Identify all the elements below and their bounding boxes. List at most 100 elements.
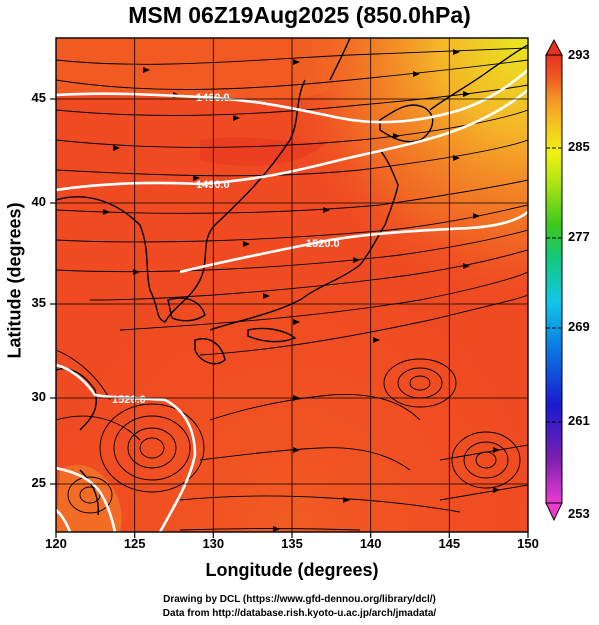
colorbar-tick-label: 285 [568, 139, 590, 154]
streamline-south-3 [179, 495, 461, 513]
y-tick-label: 40 [31, 194, 46, 209]
circulation-taiwan-ring-1 [79, 486, 101, 504]
streamline-mid-5 [89, 249, 528, 301]
y-tick-label: 30 [31, 389, 46, 404]
streamline-mid-1 [56, 139, 528, 177]
streamline-mid-3 [56, 204, 528, 243]
contour-1520-south [56, 363, 197, 532]
coastline-hokkaido [379, 104, 434, 143]
coastline-kurils [429, 44, 528, 111]
streamline-north-4 [56, 109, 528, 148]
arrowhead [463, 263, 470, 269]
height-contours [56, 69, 528, 532]
coastline-honshu [209, 149, 399, 331]
arrowhead [273, 526, 280, 532]
plot-area: 1460.0 1490.0 1520.0 1520.0 [56, 38, 528, 532]
circulation-west-ring-2 [127, 427, 177, 469]
coastline-korea-manchuria [56, 79, 306, 323]
x-tick-label: 130 [202, 536, 225, 551]
arrowhead [143, 67, 150, 73]
y-tick-label: 25 [31, 475, 46, 490]
x-tick-label: 125 [123, 536, 146, 551]
x-tick-label: 140 [359, 536, 382, 551]
colorbar-top-arrow [545, 38, 563, 56]
coastlines [56, 38, 528, 516]
contour-1520-southwest [56, 466, 117, 532]
y-axis-title: Latitude (degrees) [4, 202, 25, 359]
arrowhead [393, 133, 400, 139]
x-tick-label: 150 [517, 536, 539, 551]
streamline-west-1 [56, 349, 111, 401]
arrowhead [293, 319, 300, 325]
arrowhead [373, 337, 380, 343]
circulation-west-ring-1 [139, 437, 165, 459]
circulation-east-ring-1 [409, 375, 431, 391]
coastline-sakhalin [329, 38, 351, 81]
arrowhead [323, 207, 330, 213]
arrowhead [293, 447, 300, 453]
x-axis-title: Longitude (degrees) [205, 560, 379, 580]
colorbar-tick-label: 253 [568, 506, 590, 521]
arrowhead [243, 241, 250, 247]
streamline-mid-7 [199, 294, 528, 356]
arrowhead [453, 49, 460, 55]
contour-label-1460: 1460.0 [196, 92, 230, 104]
y-tick-label: 35 [31, 295, 46, 310]
coastline-taiwan [79, 469, 99, 516]
contour-1460 [56, 69, 528, 124]
credit-drawing: Drawing by DCL (https://www.gfd-dennou.o… [163, 594, 436, 605]
colorbar-body [545, 54, 563, 504]
contour-labels: 1460.0 1490.0 1520.0 1520.0 [112, 92, 340, 406]
streamline-south-2 [199, 447, 411, 471]
circulation-southeast-ring-3 [451, 431, 521, 489]
y-tick-label: 45 [31, 90, 46, 105]
colorbar [545, 38, 563, 522]
streamline-north-3 [56, 84, 528, 116]
arrowhead [103, 209, 110, 215]
x-tick-label: 120 [45, 536, 67, 551]
arrowhead [453, 155, 460, 161]
streamline-north-2 [56, 59, 528, 90]
streamline-arrows [103, 49, 500, 532]
x-tick-label: 145 [438, 536, 461, 551]
contour-label-1520-north: 1520.0 [306, 238, 340, 250]
arrowhead [493, 447, 500, 453]
streamlines [56, 47, 528, 531]
arrowhead [353, 257, 360, 263]
coastline-korea-south [167, 297, 206, 322]
temperature-north-band [56, 38, 330, 103]
arrowhead [413, 71, 420, 77]
colorbar-tick-label: 293 [568, 47, 590, 62]
arrowhead [263, 293, 270, 299]
contour-1520-corner [56, 509, 72, 532]
arrowhead [193, 175, 200, 181]
contour-1520-north [179, 210, 528, 274]
arrowhead [473, 213, 480, 219]
contour-1490 [56, 88, 528, 192]
circulation-west-ring-4 [99, 403, 205, 493]
colorbar-tick-label: 277 [568, 229, 590, 244]
arrowhead [493, 487, 500, 493]
streamline-south-1 [209, 393, 421, 421]
arrowhead [233, 115, 240, 121]
streamline-west-2 [56, 415, 141, 441]
contour-label-1490: 1490.0 [196, 179, 230, 191]
arrowhead [293, 59, 300, 65]
arrowhead [343, 497, 350, 503]
streamline-north-1 [56, 47, 528, 65]
circulation-west-ring-3 [113, 415, 191, 481]
colorbar-bottom-arrow [545, 502, 563, 522]
credit-data: Data from http://database.rish.kyoto-u.a… [162, 608, 437, 619]
circulation-southeast-ring-1 [475, 451, 497, 469]
contour-label-1520-south: 1520.0 [112, 394, 146, 406]
streamline-mid-6 [119, 271, 528, 331]
graticule [56, 38, 528, 532]
circulation-southeast-ring-2 [463, 441, 509, 479]
circulation-taiwan-ring-2 [67, 476, 113, 514]
circulation-east-ring-3 [383, 358, 457, 408]
arrowhead [113, 145, 120, 151]
map-title: MSM 06Z19Aug2025 (850.0hPa) [128, 2, 471, 28]
arrowhead [463, 91, 470, 97]
streamline-south-6 [179, 528, 361, 531]
